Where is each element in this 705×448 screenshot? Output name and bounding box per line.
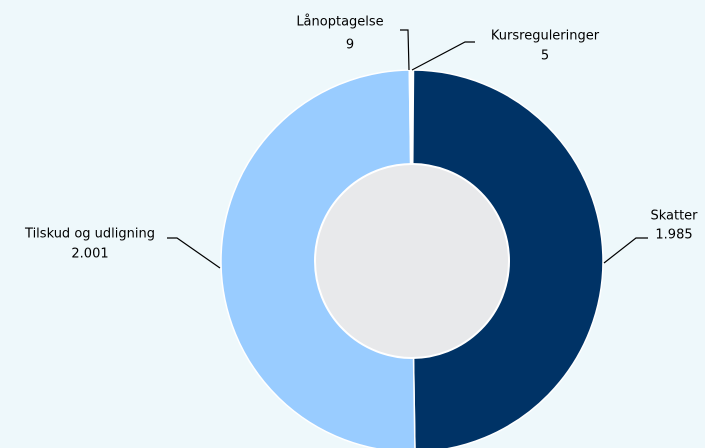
leader-line [167, 237, 221, 269]
slice-label: Kursreguleringer [491, 29, 600, 44]
slice-label: Tilskud og udligning [24, 227, 155, 242]
slice-label: Skatter [650, 209, 698, 224]
slice-value: 9 [346, 38, 354, 53]
leader-line [411, 41, 475, 71]
slice-value: 2.001 [71, 247, 108, 262]
slice-value: 5 [541, 49, 549, 64]
leader-line [400, 29, 410, 71]
slice-label: Lånoptagelse [296, 15, 383, 30]
donut-hole [314, 163, 510, 359]
slice-value: 1.985 [655, 228, 692, 243]
leader-line [603, 237, 648, 264]
